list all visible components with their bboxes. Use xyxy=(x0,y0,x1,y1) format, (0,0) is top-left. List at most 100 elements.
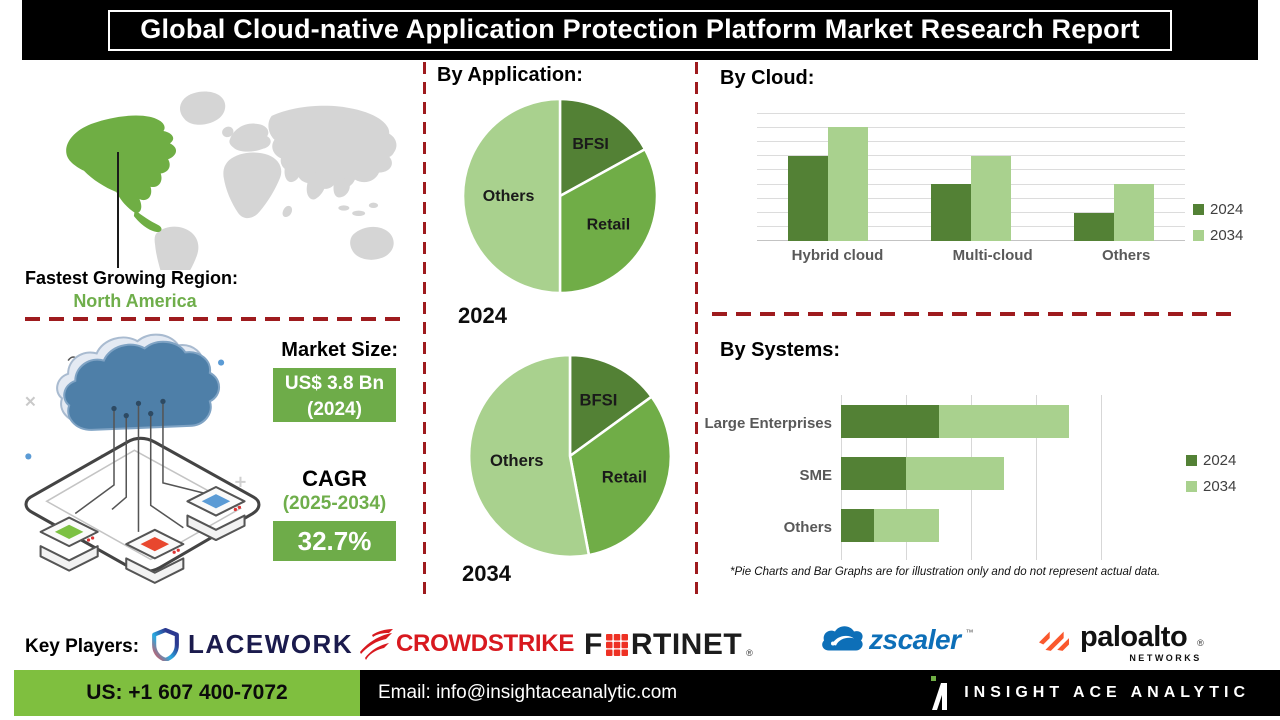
pie-slice-bfsi xyxy=(568,353,653,458)
legend-swatch-2034 xyxy=(1193,230,1204,241)
pie-slice-others xyxy=(461,97,562,295)
hbar-segment-others-2024 xyxy=(841,509,874,542)
bar-others-2024 xyxy=(1073,212,1114,241)
gridline xyxy=(757,140,1185,142)
disclaimer-text: *Pie Charts and Bar Graphs are for illus… xyxy=(730,566,1161,578)
gridline xyxy=(1101,395,1102,560)
logo-paloalto: paloalto ® NETWORKS xyxy=(1036,620,1204,663)
pie-slice-label-bfsi: BFSI xyxy=(579,390,617,409)
legend-item-2034: 2034 xyxy=(1193,227,1243,244)
bar-chart-by-cloud-categories: Hybrid cloud Multi-cloud Others xyxy=(757,247,1185,264)
logo-zscaler: zscaler ™ xyxy=(820,624,973,656)
bar-group-others xyxy=(1073,113,1154,241)
fortinet-grid-icon xyxy=(605,634,628,656)
market-size-label: Market Size: xyxy=(281,339,398,361)
category-label-others: Others xyxy=(783,519,832,536)
category-label-sme: SME xyxy=(799,467,832,484)
legend-label-2024: 2024 xyxy=(1203,452,1237,469)
footer-email-bar: Email: info@insightaceanalytic.com INSIG… xyxy=(360,670,1280,716)
fortinet-registered-mark: ® xyxy=(746,648,753,658)
section-title-by-application: By Application: xyxy=(437,64,583,86)
divider-vertical-2 xyxy=(695,62,698,598)
fastest-growing-region-label: Fastest Growing Region: xyxy=(25,268,239,288)
by-cloud-legend: 2024 2034 xyxy=(1193,201,1243,244)
pie-slice-bfsi xyxy=(558,97,647,198)
legend-item-2034: 2034 xyxy=(1186,478,1236,495)
legend-swatch-2024 xyxy=(1193,204,1204,215)
cagr-period: (2025-2034) xyxy=(282,493,387,514)
zscaler-trademark-mark: ™ xyxy=(965,628,974,637)
hbar-row-sme xyxy=(841,457,1101,490)
bar-group-multi-cloud xyxy=(930,113,1011,241)
title-bar: Global Cloud-native Application Protecti… xyxy=(22,0,1258,60)
by-systems-category-labels: Large Enterprises SME Others xyxy=(700,399,832,556)
zscaler-cloud-icon xyxy=(822,626,863,651)
phone-number: US: +1 607 400-7072 xyxy=(86,681,288,704)
cloud-illustration xyxy=(24,333,261,584)
divider-vertical-1 xyxy=(423,62,426,598)
pie-slice-others xyxy=(467,353,591,559)
crowdstrike-wordmark: CROWDSTRIKE xyxy=(396,630,575,657)
by-systems-legend: 2024 2034 xyxy=(1186,452,1236,495)
paloalto-registered-mark: ® xyxy=(1197,638,1204,648)
insightace-brand-text: INSIGHT ACE ANALYTIC xyxy=(964,684,1250,701)
legend-item-2024: 2024 xyxy=(1186,452,1236,469)
insightace-brand: INSIGHT ACE ANALYTIC xyxy=(930,670,1250,716)
legend-item-2024: 2024 xyxy=(1193,201,1243,218)
map-callout-line xyxy=(117,152,119,268)
stacked-bar-chart-by-systems xyxy=(841,395,1102,560)
divider-left xyxy=(25,317,402,321)
pie-slice-label-others: Others xyxy=(490,451,544,470)
bar-hybrid-cloud-2034 xyxy=(828,127,869,241)
crowdstrike-falcon-icon xyxy=(360,629,393,660)
bar-chart-by-cloud xyxy=(757,112,1185,241)
fortinet-wordmark: RTINET xyxy=(630,628,743,661)
paloalto-networks-label: NETWORKS xyxy=(1129,653,1202,663)
pie-year-2024: 2024 xyxy=(458,303,507,328)
market-size-year: (2024) xyxy=(307,398,362,420)
email-address: Email: info@insightaceanalytic.com xyxy=(378,682,678,703)
title-frame: Global Cloud-native Application Protecti… xyxy=(108,9,1172,51)
pie-slice-label-retail: Retail xyxy=(602,468,647,487)
bar-others-2034 xyxy=(1113,184,1154,241)
fastest-growing-region-value: North America xyxy=(73,291,197,311)
bar-multi-cloud-2034 xyxy=(970,155,1011,241)
pie-slice-retail xyxy=(568,395,673,557)
logo-fortinet: F RTINET ® xyxy=(584,628,753,662)
paloalto-icon xyxy=(1039,631,1069,651)
world-map xyxy=(66,91,397,270)
fortinet-wordmark-f: F xyxy=(584,628,603,661)
insightace-logo-icon xyxy=(931,676,948,710)
paloalto-wordmark: paloalto xyxy=(1080,620,1188,653)
pie-slice-label-others: Others xyxy=(483,188,535,205)
gridline xyxy=(757,112,1185,114)
market-size-value-box: US$ 3.8 Bn (2024) xyxy=(273,368,396,422)
pie-slice-retail xyxy=(558,148,659,295)
logo-crowdstrike: CROWDSTRIKE xyxy=(358,626,574,662)
category-label-multi-cloud: Multi-cloud xyxy=(952,247,1033,264)
hbar-segment-large-enterprises-2024 xyxy=(841,405,939,438)
lacework-wordmark: LACEWORK xyxy=(188,629,354,659)
gridline xyxy=(757,126,1185,128)
pie-chart-by-application-2024: BFSI Retail Others xyxy=(460,96,660,296)
page-title: Global Cloud-native Application Protecti… xyxy=(140,13,1140,44)
hbar-segment-large-enterprises-2034 xyxy=(938,405,1069,438)
category-label-hybrid-cloud: Hybrid cloud xyxy=(791,247,884,264)
key-players-label: Key Players: xyxy=(25,636,140,657)
logo-lacework: LACEWORK xyxy=(152,628,353,661)
bar-multi-cloud-2024 xyxy=(930,184,971,241)
north-america-region xyxy=(66,115,177,233)
category-label-large-enterprises: Large Enterprises xyxy=(704,415,832,432)
market-size-value: US$ 3.8 Bn xyxy=(284,373,385,394)
bar-group-hybrid-cloud xyxy=(788,113,869,241)
pie-chart-by-application-2034: BFSI Retail Others xyxy=(466,352,674,560)
hbar-segment-sme-2034 xyxy=(906,457,1004,490)
hbar-row-others xyxy=(841,509,1101,542)
cagr-label: CAGR xyxy=(302,466,367,491)
pie-slice-label-bfsi: BFSI xyxy=(572,136,608,153)
zscaler-wordmark: zscaler xyxy=(869,624,961,655)
lacework-shield-icon xyxy=(152,628,179,661)
legend-label-2034: 2034 xyxy=(1203,478,1237,495)
legend-swatch-2024 xyxy=(1186,455,1197,466)
